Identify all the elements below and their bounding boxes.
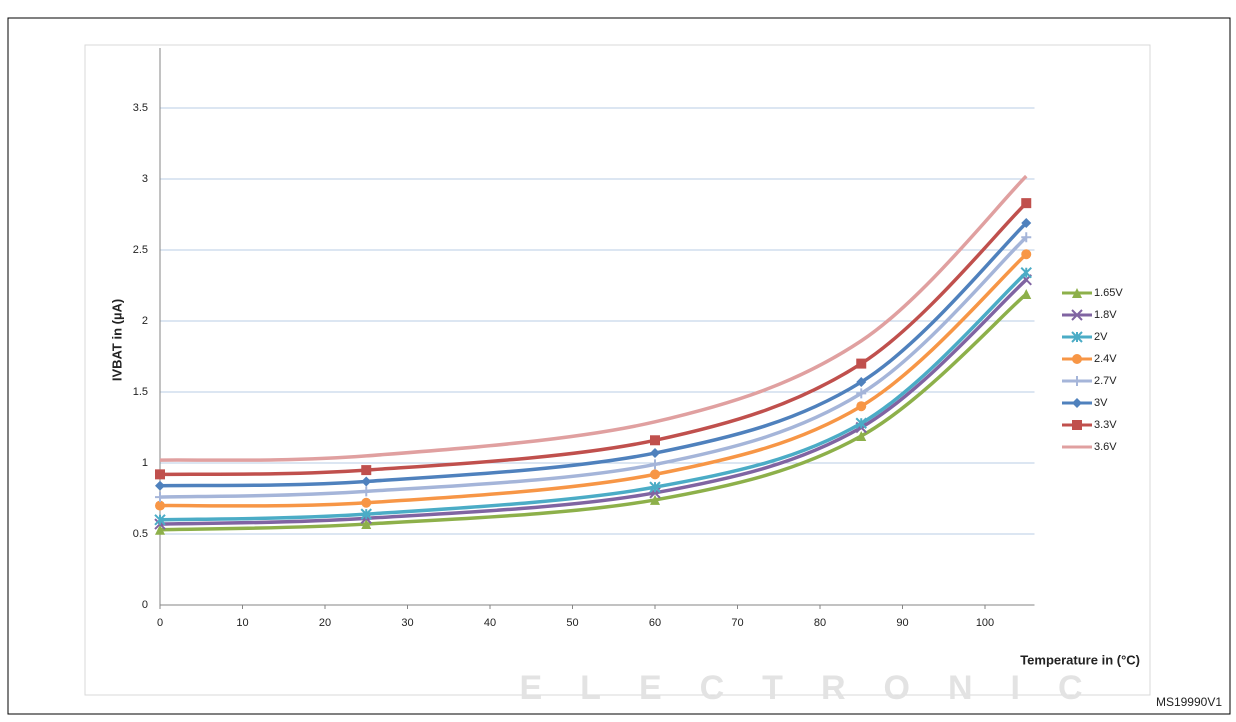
legend-label: 2.4V: [1094, 353, 1117, 365]
data-point: [856, 401, 867, 412]
y-tick-label: 1.5: [133, 386, 148, 398]
series-line: [159, 278, 1028, 526]
data-point: [1021, 249, 1032, 260]
y-tick-label: 2: [142, 315, 148, 327]
y-tick-label: 0: [142, 599, 148, 611]
data-point: [360, 508, 372, 520]
x-tick-label: 50: [566, 617, 578, 629]
data-point: [361, 476, 372, 487]
data-point: [856, 377, 867, 388]
data-point: [155, 500, 165, 511]
data-point: [856, 388, 867, 399]
data-point: [650, 459, 660, 470]
data-point: [155, 524, 165, 535]
legend-label: 2V: [1094, 331, 1108, 343]
legend-marker: [1071, 309, 1083, 321]
legend-label: 3.6V: [1094, 441, 1117, 453]
legend-label: 2.7V: [1094, 375, 1117, 387]
legend-marker: [1072, 420, 1082, 430]
legend-marker: [1071, 331, 1083, 343]
data-point: [650, 448, 660, 459]
legend-marker: [1072, 354, 1082, 364]
x-tick-label: 70: [731, 617, 743, 629]
data-point: [155, 469, 165, 480]
legend-label: 3V: [1094, 397, 1108, 409]
legend-label: 3.3V: [1094, 419, 1117, 431]
data-point: [154, 514, 166, 526]
series-line: [159, 252, 1028, 508]
legend-marker: [1072, 288, 1082, 298]
data-point: [1021, 198, 1032, 209]
chart-area: [84, 44, 1151, 696]
y-tick-label: 1: [142, 457, 148, 469]
data-point: [1021, 218, 1032, 229]
data-point: [155, 492, 165, 503]
legend-label: 1.65V: [1094, 287, 1123, 299]
data-point: [361, 497, 372, 508]
data-point: [1020, 267, 1032, 279]
y-tick-label: 3: [142, 173, 148, 185]
x-tick-label: 0: [157, 617, 163, 629]
data-point: [856, 431, 867, 442]
x-tick-label: 20: [319, 617, 331, 629]
data-point: [650, 494, 660, 505]
figure-id: MS19990V1: [1156, 695, 1222, 709]
x-tick-label: 40: [484, 617, 496, 629]
x-axis-label: Temperature in (°C): [1020, 652, 1140, 667]
x-tick-label: 30: [401, 617, 413, 629]
x-tick-label: 90: [896, 617, 908, 629]
legend-label: 1.8V: [1094, 309, 1117, 321]
legend-marker: [1072, 376, 1082, 386]
data-point: [361, 486, 372, 497]
y-axis-label: IVBAT in (µA): [109, 299, 124, 381]
watermark: ELECTRONIC: [520, 669, 1121, 707]
x-tick-label: 10: [236, 617, 248, 629]
data-point: [856, 358, 867, 369]
legend-marker: [1072, 398, 1082, 408]
figure-border: [7, 17, 1231, 715]
data-point: [649, 481, 661, 493]
data-point: [361, 519, 372, 530]
series-line: [159, 292, 1028, 532]
data-point: [1021, 232, 1032, 243]
x-tick-label: 80: [814, 617, 826, 629]
data-point: [855, 417, 867, 429]
data-point: [361, 465, 372, 476]
series-line: [159, 174, 1028, 462]
x-tick-label: 100: [976, 617, 994, 629]
y-tick-label: 0.5: [133, 528, 148, 540]
data-point: [650, 469, 660, 480]
data-point: [155, 480, 165, 491]
y-tick-label: 2.5: [133, 244, 148, 256]
x-tick-label: 60: [649, 617, 661, 629]
data-point: [1021, 289, 1032, 300]
data-point: [650, 435, 660, 446]
y-tick-label: 3.5: [133, 102, 148, 114]
series-line: [159, 221, 1028, 488]
